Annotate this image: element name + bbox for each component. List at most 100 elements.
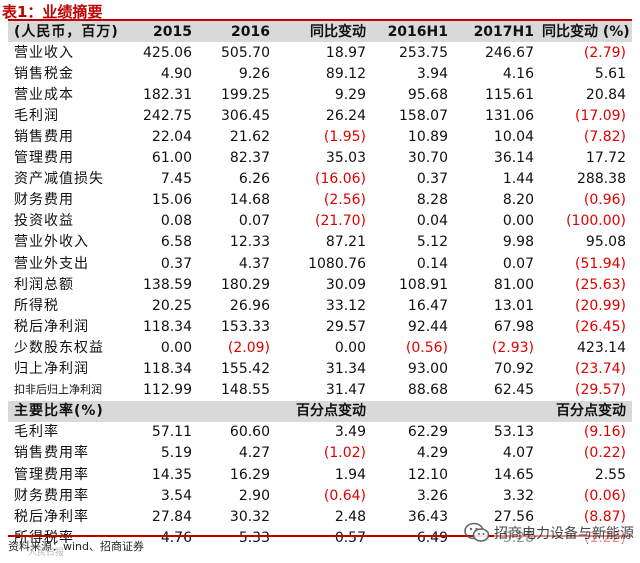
table-cell: 8.20 [502,192,534,209]
table-cell: 57.11 [151,424,192,441]
table-cell: 16.29 [229,466,270,483]
table-cell: 3.54 [160,487,192,504]
table-cell: (1.02) [323,445,366,462]
table-cell: 22.04 [151,129,192,146]
table-cell: (100.00) [566,213,626,230]
row-label: 所得税 [14,297,59,314]
table-cell: 89.12 [325,65,366,82]
table-cell: 0.00 [160,339,192,356]
table-row: 归上净利润 118.34 155.42 31.34 93.00 70.92 (23.74) [8,359,632,380]
table-cell: 115.61 [485,86,534,103]
table-cell: 2.55 [594,466,626,483]
row-label: 税后净利率 [14,508,89,525]
column-header: 2016H1 [372,21,454,43]
table-cell: 36.43 [407,508,448,525]
table-row: 营业成本 182.31 199.25 9.29 95.68 115.61 20.84 [8,84,632,105]
table-cell: 14.65 [493,466,534,483]
table-cell: 15.06 [151,192,192,209]
watermark-text: 招商电力设备与新能源 [494,523,634,543]
table-cell: 505.70 [221,44,270,61]
row-label: 销售费用 [14,129,74,146]
row-label: 扣非后归上净利润 [14,383,102,397]
table-cell: 155.42 [221,361,270,378]
table-cell: 5.33 [238,529,270,546]
table-cell: 5.19 [160,445,192,462]
table-cell: 4.76 [160,529,192,546]
row-label: 营业外支出 [14,255,89,272]
table-cell: 288.38 [577,171,626,188]
ratio-header-row: 主要比率(%) 百分点变动 百分点变动 [8,400,632,422]
row-label: 财务费用率 [14,487,89,504]
row-label: 少数股东权益 [14,339,104,356]
table-cell: 36.14 [493,150,534,167]
table-cell: 4.16 [502,65,534,82]
column-header: 同比变动 (%) [540,21,632,43]
row-label: 毛利润 [14,107,59,124]
table-cell: 21.62 [229,129,270,146]
table-cell: (2.56) [323,192,366,209]
table-row: 少数股东权益 0.00 (2.09) 0.00 (0.56) (2.93) 423.14 [8,337,632,358]
table-cell: 306.45 [221,107,270,124]
table-cell: 81.00 [493,276,534,293]
table-row: 销售费用率 5.19 4.27 (1.02) 4.29 4.07 (0.22) [8,443,632,464]
table-cell: 0.07 [502,255,534,272]
source-note: 资料来源：wind、招商证券 [8,540,145,553]
table-cell: 14.68 [229,192,270,209]
column-header: 2017H1 [454,21,540,43]
header-label: (人民币，百万) [8,21,120,43]
table-cell: 87.21 [325,234,366,251]
table-cell: 3.49 [334,424,366,441]
table-cell: 12.33 [229,234,270,251]
row-label: 毛利率 [14,424,59,441]
table-cell: 30.70 [407,150,448,167]
table-row: 利润总额 138.59 180.29 30.09 108.91 81.00 (25.63) [8,274,632,295]
table-cell: 3.32 [502,487,534,504]
table-cell: 9.29 [334,86,366,103]
table-cell: 0.37 [416,171,448,188]
table-cell: (51.94) [574,255,626,272]
table-cell: (9.16) [583,424,626,441]
table-cell: 7.45 [160,171,192,188]
table-cell: 8.28 [416,192,448,209]
top-rule [8,19,632,21]
column-header: 同比变动 [276,21,372,43]
table-row: 毛利润 242.75 306.45 26.24 158.07 131.06 (17.09) [8,105,632,126]
table-row: 毛利率 57.11 60.60 3.49 62.29 53.13 (9.16) [8,422,632,443]
table-cell: 0.07 [238,213,270,230]
row-label: 营业外收入 [14,234,89,251]
table-row: 资产减值损失 7.45 6.26 (16.06) 0.37 1.44 288.38 [8,169,632,190]
table-cell: 138.59 [143,276,192,293]
wechat-icon [464,522,490,544]
table-cell: 20.84 [585,86,626,103]
table-cell: 10.89 [407,129,448,146]
table-cell: 30.09 [325,276,366,293]
row-label: 投资收益 [14,213,74,230]
table-cell: 182.31 [143,86,192,103]
table-cell: 95.08 [585,234,626,251]
table-cell: (0.96) [583,192,626,209]
table-cell: 13.01 [493,297,534,314]
table-cell: 88.68 [407,382,448,399]
table-cell: (7.82) [583,129,626,146]
table-cell: 0.00 [334,339,366,356]
column-header [120,400,198,422]
row-label: 管理费用 [14,150,74,167]
table-cell: 18.97 [325,44,366,61]
column-header [198,400,276,422]
table-cell: 93.00 [407,361,448,378]
table-cell: (0.06) [583,487,626,504]
table-cell: 62.29 [407,424,448,441]
table-cell: 199.25 [221,86,270,103]
table-cell: 131.06 [485,107,534,124]
table-row: 税后净利润 118.34 153.33 29.57 92.44 67.98 (26.45) [8,316,632,337]
table-cell: (0.22) [583,445,626,462]
table-cell: 118.34 [143,361,192,378]
watermark-small-text: 人民日报 [28,548,65,558]
table-cell: 425.06 [143,44,192,61]
row-label: 销售费用率 [14,445,89,462]
row-label: 财务费用 [14,192,74,209]
table-cell: (2.79) [583,44,626,61]
table-row: 销售费用 22.04 21.62 (1.95) 10.89 10.04 (7.82) [8,126,632,147]
table-cell: 26.96 [229,297,270,314]
table-cell: 95.68 [407,86,448,103]
